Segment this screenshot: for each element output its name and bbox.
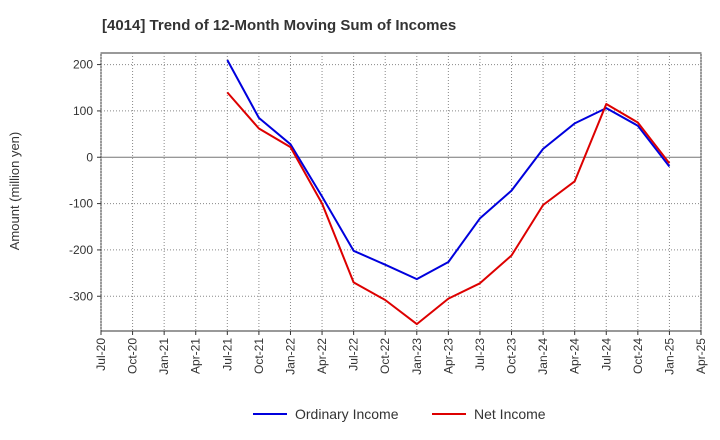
x-tick-label: Jul-23 <box>473 338 487 371</box>
x-tick-label: Oct-24 <box>631 338 645 374</box>
y-tick-label: 200 <box>73 58 93 72</box>
y-tick-label: 100 <box>73 104 93 118</box>
x-tick-label: Oct-21 <box>252 338 266 374</box>
x-tick-label: Jul-20 <box>94 338 108 371</box>
x-tick-label: Jan-25 <box>662 338 676 375</box>
x-tick-label: Oct-23 <box>505 338 519 374</box>
grid <box>100 52 702 332</box>
x-tick-label: Apr-23 <box>441 338 455 374</box>
legend-label: Net Income <box>474 406 546 422</box>
series-line-net-income <box>226 91 671 326</box>
x-tick-label: Jan-23 <box>410 338 424 375</box>
y-axis-label: Amount (million yen) <box>7 132 22 251</box>
x-tick-label: Apr-25 <box>694 338 708 374</box>
tick-labels: 200 100 0 -100 -200 -300 Jul-20 Oct-20 Jan-21 Apr… <box>69 58 708 375</box>
series-line-ordinary-income <box>226 59 671 281</box>
x-tick-label: Jul-22 <box>347 338 361 371</box>
y-tick-label: 0 <box>86 150 93 164</box>
x-tick-label: Apr-24 <box>568 338 582 374</box>
legend: Ordinary Income Net Income <box>253 406 546 422</box>
legend-label: Ordinary Income <box>295 406 399 422</box>
x-tick-label: Apr-22 <box>315 338 329 374</box>
x-tick-label: Jul-21 <box>220 338 234 371</box>
x-tick-label: Jan-21 <box>157 338 171 375</box>
x-tick-label: Apr-21 <box>189 338 203 374</box>
x-tick-label: Oct-20 <box>126 338 140 374</box>
y-tick-label: -200 <box>69 243 93 257</box>
x-tick-label: Jan-22 <box>283 338 297 375</box>
series-lines <box>226 59 671 326</box>
x-tick-label: Jul-24 <box>599 338 613 371</box>
y-tick-label: -100 <box>69 197 93 211</box>
chart-title: [4014] Trend of 12-Month Moving Sum of I… <box>102 17 456 34</box>
x-tick-label: Jan-24 <box>536 338 550 375</box>
plot-frame <box>100 52 702 332</box>
y-tick-label: -300 <box>69 289 93 303</box>
x-tick-label: Oct-22 <box>378 338 392 374</box>
